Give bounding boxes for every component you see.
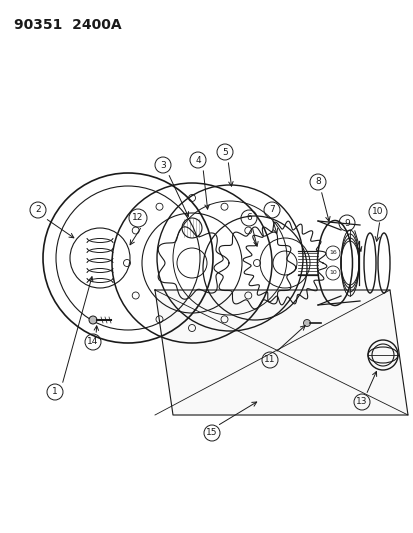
Text: 14: 14 (87, 337, 98, 346)
Text: 8: 8 (314, 177, 320, 187)
Text: 15: 15 (206, 429, 217, 438)
Circle shape (89, 316, 97, 324)
Text: 4: 4 (195, 156, 200, 165)
Text: 2: 2 (35, 206, 41, 214)
Text: 16: 16 (328, 251, 336, 255)
Text: 3: 3 (160, 160, 166, 169)
Text: 1: 1 (52, 387, 58, 397)
Text: 10: 10 (328, 271, 336, 276)
Text: 11: 11 (263, 356, 275, 365)
Circle shape (303, 319, 310, 327)
Text: 13: 13 (356, 398, 367, 407)
Polygon shape (154, 290, 407, 415)
Text: 9: 9 (343, 219, 349, 228)
Text: 7: 7 (268, 206, 274, 214)
Text: 10: 10 (371, 207, 383, 216)
Text: 5: 5 (222, 148, 227, 157)
Text: 6: 6 (246, 214, 251, 222)
Text: 90351  2400A: 90351 2400A (14, 18, 121, 32)
Text: 12: 12 (132, 214, 143, 222)
